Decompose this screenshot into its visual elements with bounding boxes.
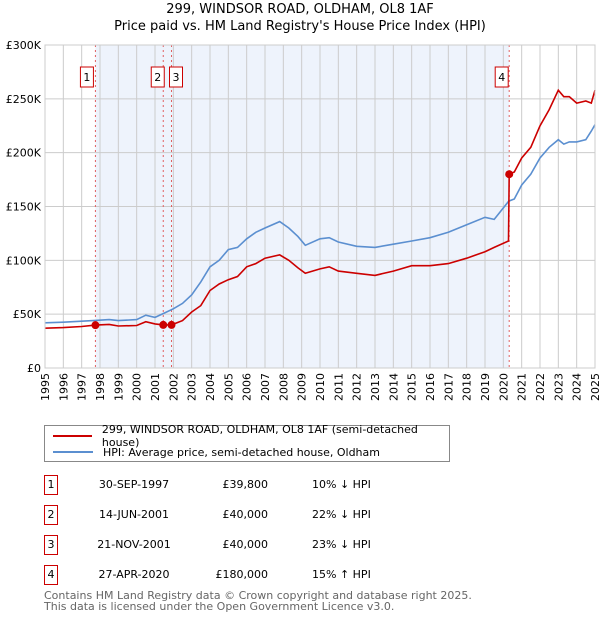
hpi-line (44, 124, 596, 324)
legend-item-property: 299, WINDSOR ROAD, OLDHAM, OL8 1AF (semi… (53, 423, 449, 449)
y-tick-label: £50K (13, 308, 42, 321)
blue-line-swatch (53, 451, 93, 453)
x-tick-label: 1999 (112, 373, 125, 401)
red-line-swatch (53, 435, 92, 437)
x-tick-label: 2011 (332, 373, 345, 401)
marker-label: 3 (173, 71, 180, 84)
x-tick-label: 2000 (131, 373, 144, 401)
x-tick-label: 2025 (589, 373, 600, 401)
chart-title: 299, WINDSOR ROAD, OLDHAM, OL8 1AF (166, 2, 434, 17)
marker-label: 4 (498, 71, 505, 84)
transaction-number: 1 (44, 475, 58, 495)
y-tick-label: £0 (27, 362, 41, 375)
x-tick-label: 2022 (534, 373, 547, 401)
x-tick-label: 2010 (314, 373, 327, 401)
x-tick-label: 2021 (516, 373, 529, 401)
marker-label-box (79, 66, 94, 88)
x-tick-label: 2003 (186, 373, 199, 401)
transaction-hpi-diff: 22% ↓ HPI (312, 508, 371, 521)
x-tick-label: 2016 (424, 373, 437, 401)
transaction-row: 1 30-SEP-1997 £39,800 10% ↓ HPI (44, 475, 464, 495)
x-tick-label: 2006 (241, 373, 254, 401)
x-tick-label: 1997 (76, 373, 89, 401)
x-tick-label: 2024 (571, 373, 584, 401)
x-tick-label: 2009 (296, 373, 309, 401)
x-tick-label: 2005 (222, 373, 235, 401)
y-tick-label: £300K (6, 39, 42, 52)
x-tick-label: 2002 (167, 373, 180, 401)
legend-label: HPI: Average price, semi-detached house,… (103, 445, 380, 459)
y-tick-label: £150K (6, 201, 42, 214)
transaction-number: 4 (44, 565, 58, 585)
x-tick-label: 2004 (204, 373, 217, 401)
sale-point (159, 320, 168, 329)
legend: 299, WINDSOR ROAD, OLDHAM, OL8 1AF (semi… (44, 423, 450, 462)
x-tick-label: 1998 (94, 373, 107, 401)
transaction-date: 21-NOV-2001 (97, 538, 171, 551)
transaction-hpi-diff: 23% ↓ HPI (312, 538, 371, 551)
x-tick-label: 2023 (552, 373, 565, 401)
marker-label-box (150, 66, 165, 88)
marker-label-box (169, 66, 183, 88)
sale-point (505, 170, 514, 179)
transaction-row: 3 21-NOV-2001 £40,000 23% ↓ HPI (44, 535, 464, 555)
transaction-hpi-diff: 10% ↓ HPI (312, 478, 371, 491)
x-tick-label: 2018 (461, 373, 474, 401)
transaction-price: £40,000 (222, 538, 269, 551)
transaction-row: 2 14-JUN-2001 £40,000 22% ↓ HPI (44, 505, 464, 525)
footer-copyright: Contains HM Land Registry data © Crown c… (44, 589, 472, 602)
transaction-date: 14-JUN-2001 (98, 508, 170, 521)
sale-point (167, 320, 176, 329)
price-chart: 1995 1996 1997 1998 1999 2000 2001 2002 2003 2004… (6, 39, 600, 401)
x-tick-label: 2001 (149, 373, 162, 401)
legend-item-hpi: HPI: Average price, semi-detached house,… (53, 444, 380, 460)
transaction-price: £40,000 (222, 508, 269, 521)
x-tick-label: 2017 (442, 373, 455, 401)
x-tick-label: 2015 (406, 373, 419, 401)
transaction-number: 3 (44, 535, 58, 555)
x-tick-label: 2013 (369, 373, 382, 401)
legend-label: 299, WINDSOR ROAD, OLDHAM, OL8 1AF (semi… (101, 423, 418, 449)
y-tick-label: £100K (6, 254, 42, 267)
transaction-number: 2 (44, 505, 58, 525)
footer-licence: This data is licensed under the Open Gov… (44, 600, 395, 613)
x-tick-label: 2014 (387, 373, 400, 401)
plot-border (44, 44, 596, 369)
chart-subtitle: Price paid vs. HM Land Registry's House … (114, 19, 486, 34)
marker-label: 2 (154, 71, 161, 84)
x-tick-label: 2007 (259, 373, 272, 401)
transaction-date: 27-APR-2020 (98, 568, 170, 581)
transaction-date: 30-SEP-1997 (98, 478, 170, 491)
x-tick-label: 2012 (351, 373, 364, 401)
transaction-row: 4 27-APR-2020 £180,000 15% ↑ HPI (44, 565, 464, 585)
x-tick-label: 2008 (277, 373, 290, 401)
transaction-hpi-diff: 15% ↑ HPI (312, 568, 371, 581)
x-tick-label: 1995 (39, 373, 52, 401)
x-tick-label: 2019 (479, 373, 492, 401)
x-tick-label: 2020 (497, 373, 510, 401)
transaction-price: £39,800 (222, 478, 269, 491)
sale-point (91, 321, 100, 330)
transaction-price: £180,000 (215, 568, 269, 581)
price-paid-line (44, 88, 596, 329)
marker-label: 1 (83, 71, 90, 84)
y-tick-label: £200K (6, 147, 42, 160)
marker-label-box (494, 66, 509, 88)
x-tick-label: 1996 (57, 373, 70, 401)
y-tick-label: £250K (6, 93, 42, 106)
